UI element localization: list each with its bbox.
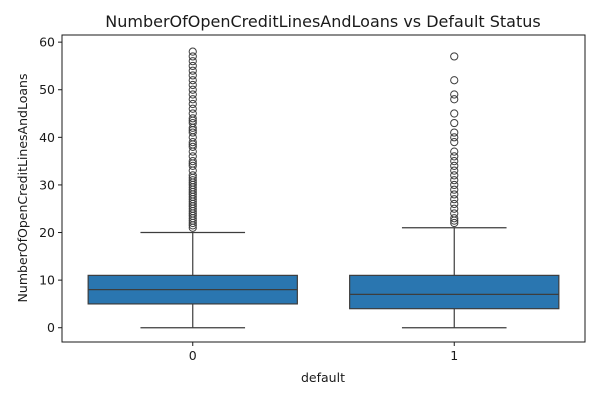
- outlier-point: [188, 128, 197, 137]
- y-tick-label: 20: [39, 225, 55, 240]
- outlier-point: [450, 161, 459, 170]
- outlier-point: [450, 118, 459, 128]
- y-tick-label: 0: [47, 320, 55, 335]
- outlier-point: [188, 137, 197, 147]
- outlier-point: [188, 76, 197, 85]
- box-group-1: [349, 52, 560, 329]
- y-tick-label: 50: [39, 82, 55, 97]
- outlier-point: [188, 152, 197, 161]
- y-tick-label: 30: [39, 177, 55, 192]
- outlier-point: [450, 152, 459, 161]
- iqr-box: [349, 274, 560, 310]
- y-tick-label: 60: [39, 35, 55, 50]
- x-axis-label: default: [301, 370, 345, 385]
- outlier-point: [450, 137, 459, 147]
- outlier-point: [450, 147, 459, 156]
- outlier-point: [450, 199, 459, 209]
- outlier-point: [450, 218, 459, 228]
- outlier-point: [450, 109, 459, 118]
- outlier-point: [188, 66, 197, 75]
- outlier-point: [188, 61, 197, 71]
- outlier-point: [450, 214, 459, 223]
- outlier-point: [188, 71, 197, 80]
- x-tick-label: 0: [189, 348, 197, 363]
- outlier-point: [188, 47, 197, 56]
- outlier-point: [188, 99, 197, 109]
- outlier-point: [188, 80, 197, 90]
- y-axis-label: NumberOfOpenCreditLinesAndLoans: [15, 74, 30, 303]
- outlier-point: [450, 204, 459, 213]
- outlier-point: [450, 171, 459, 180]
- outlier-point: [188, 85, 197, 94]
- outlier-point: [450, 166, 459, 175]
- outlier-point: [188, 109, 197, 118]
- outlier-point: [450, 52, 459, 61]
- outlier-point: [188, 118, 197, 128]
- outlier-point: [188, 90, 197, 99]
- outlier-point: [450, 90, 459, 99]
- outlier-point: [188, 57, 197, 66]
- outlier-point: [188, 176, 197, 185]
- outlier-point: [450, 185, 459, 194]
- outlier-point: [450, 180, 459, 190]
- outlier-point: [450, 76, 459, 85]
- outlier-point: [188, 157, 197, 166]
- y-axis: 0 10 20 30 40 50 60: [39, 35, 62, 335]
- outlier-point: [450, 128, 459, 137]
- y-tick-label: 40: [39, 130, 55, 145]
- outlier-point: [450, 190, 459, 199]
- axes-frame: [61, 34, 586, 343]
- y-tick-label: 10: [39, 273, 55, 288]
- outlier-point: [450, 195, 459, 204]
- outlier-point: [450, 95, 459, 104]
- plot-area: [87, 47, 560, 329]
- box-group-0: [87, 47, 298, 329]
- outlier-point: [188, 52, 197, 61]
- outlier-point: [450, 176, 459, 185]
- outlier-point: [188, 104, 197, 113]
- outlier-point: [188, 114, 197, 123]
- outlier-point: [450, 157, 459, 166]
- outlier-point: [188, 171, 197, 180]
- x-tick-label: 1: [450, 348, 458, 363]
- outlier-point: [188, 161, 197, 170]
- outlier-point: [450, 209, 459, 218]
- outlier-point: [188, 95, 197, 104]
- outlier-point: [188, 142, 197, 151]
- chart-title: NumberOfOpenCreditLinesAndLoans vs Defau…: [105, 12, 540, 31]
- outlier-point: [450, 133, 459, 142]
